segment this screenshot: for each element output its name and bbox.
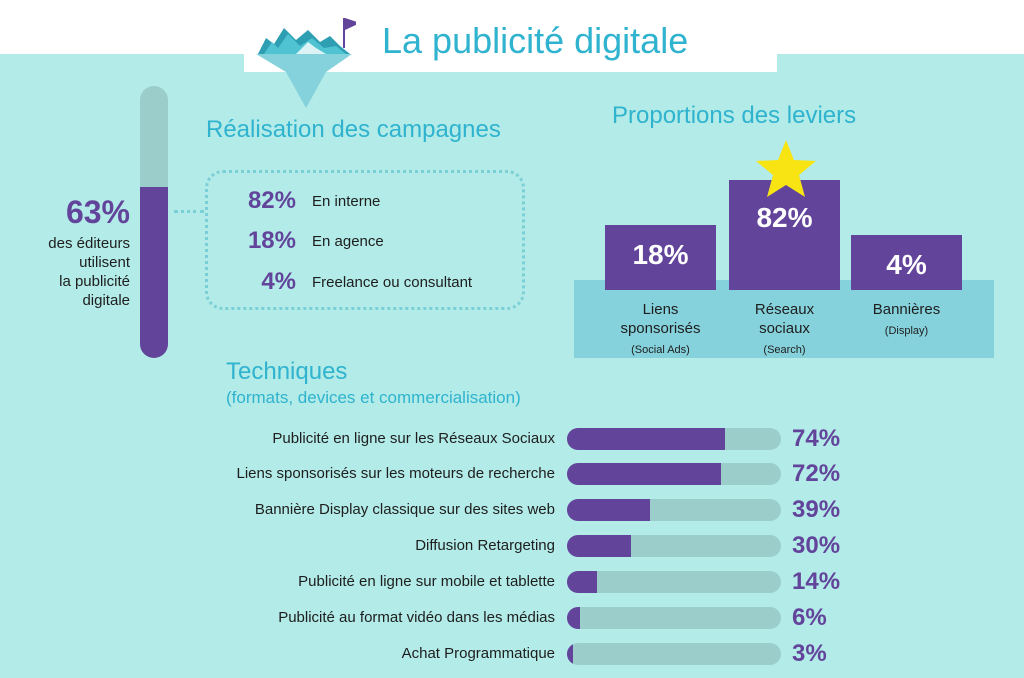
lever-label-line: Liens <box>642 301 679 318</box>
levers-base <box>574 280 994 358</box>
publishers-percent: 63% <box>65 194 130 230</box>
lever-sublabel: (Search) <box>763 344 806 356</box>
technique-track <box>567 607 781 629</box>
techniques-subheading: (formats, devices et commercialisation) <box>226 388 521 407</box>
technique-label: Publicité au format vidéo dans les média… <box>278 609 555 626</box>
technique-label: Diffusion Retargeting <box>415 537 555 554</box>
technique-track <box>567 571 781 593</box>
technique-value: 72% <box>792 460 841 487</box>
lever-label-line: sponsorisés <box>620 320 701 337</box>
lever-sublabel: (Social Ads) <box>631 344 690 356</box>
technique-value: 6% <box>792 604 827 631</box>
lever-label-line: Réseaux <box>754 301 815 318</box>
publishers-description-line: utilisent <box>79 254 130 271</box>
campaign-value: 18% <box>247 227 296 254</box>
campaign-label: En interne <box>312 193 381 210</box>
campaign-row: 82% En interne <box>206 187 526 217</box>
campaign-row: 4% Freelance ou consultant <box>206 268 526 298</box>
publishers-description-line: digitale <box>82 292 130 309</box>
technique-bar <box>567 535 632 557</box>
lever-label: Liens sponsorisés (Social Ads) <box>605 300 716 360</box>
technique-row: Bannière Display classique sur des sites… <box>0 496 1024 523</box>
technique-track <box>567 428 781 450</box>
campaign-label: En agence <box>312 233 384 250</box>
campaigns-heading: Réalisation des campagnes <box>206 116 501 143</box>
publishers-gauge-fill <box>140 186 168 358</box>
technique-value: 39% <box>792 496 841 523</box>
technique-row: Achat Programmatique 3% <box>0 640 1024 667</box>
lever-sublabel: (Display) <box>884 325 929 337</box>
technique-bar <box>567 571 597 593</box>
technique-label: Liens sponsorisés sur les moteurs de rec… <box>236 465 556 482</box>
technique-row: Publicité en ligne sur les Réseaux Socia… <box>0 425 1024 452</box>
campaign-value: 4% <box>261 268 296 295</box>
campaign-row: 18% En agence <box>206 227 526 257</box>
star-icon <box>756 140 816 197</box>
technique-bar <box>567 499 651 521</box>
technique-bar <box>567 643 574 665</box>
technique-label: Bannière Display classique sur des sites… <box>254 501 555 518</box>
technique-bar <box>567 463 722 485</box>
technique-track <box>567 499 781 521</box>
lever-value: 18% <box>632 239 689 271</box>
dotted-connector <box>174 210 204 213</box>
publishers-description: des éditeurs utilisent la publicité digi… <box>20 234 130 310</box>
lever-bar: 82% <box>729 180 840 290</box>
lever-bar: 4% <box>851 235 962 290</box>
technique-bar <box>567 428 726 450</box>
technique-track <box>567 643 781 665</box>
lever-value: 4% <box>886 249 927 281</box>
lever-label: Réseaux sociaux (Search) <box>729 300 840 360</box>
technique-label: Publicité en ligne sur mobile et tablett… <box>298 573 555 590</box>
technique-row: Liens sponsorisés sur les moteurs de rec… <box>0 460 1024 487</box>
technique-bar <box>567 607 580 629</box>
lever-label-line: Bannières <box>872 301 941 318</box>
publishers-gauge <box>140 86 168 358</box>
technique-row: Publicité en ligne sur mobile et tablett… <box>0 568 1024 595</box>
technique-row: Publicité au format vidéo dans les média… <box>0 604 1024 631</box>
lever-value: 82% <box>756 202 813 233</box>
levers-heading: Proportions des leviers <box>612 102 857 129</box>
technique-value: 3% <box>792 640 827 667</box>
technique-label: Publicité en ligne sur les Réseaux Socia… <box>272 430 555 447</box>
technique-label: Achat Programmatique <box>401 645 555 662</box>
lever-label-line: sociaux <box>759 320 810 337</box>
technique-track <box>567 463 781 485</box>
page-title: La publicité digitale <box>382 20 689 61</box>
techniques-heading: Techniques <box>226 358 348 385</box>
technique-value: 30% <box>792 532 841 559</box>
technique-row: Diffusion Retargeting 30% <box>0 532 1024 559</box>
technique-value: 14% <box>792 568 841 595</box>
publishers-description-line: la publicité <box>59 273 130 290</box>
lever-bar: 18% <box>605 225 716 290</box>
campaign-label: Freelance ou consultant <box>312 274 473 291</box>
technique-value: 74% <box>792 425 841 452</box>
iceberg-flag-icon <box>256 18 356 108</box>
campaigns-box <box>205 170 525 310</box>
technique-track <box>567 535 781 557</box>
background <box>0 54 1024 678</box>
campaign-value: 82% <box>247 187 296 214</box>
publishers-description-line: des éditeurs <box>48 235 130 252</box>
lever-label: Bannières (Display) <box>851 300 962 341</box>
